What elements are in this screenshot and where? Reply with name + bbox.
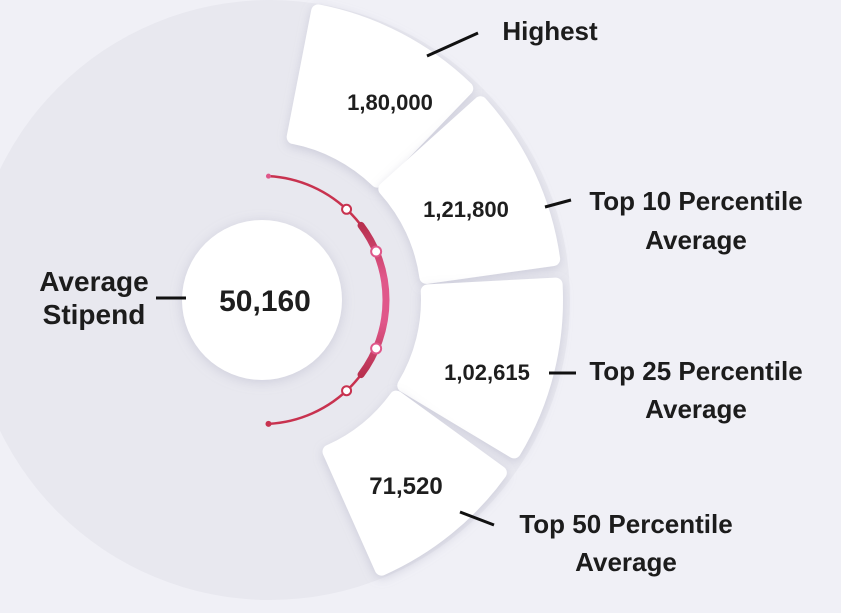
label-top10-line2: Average xyxy=(645,225,747,255)
arc-end-top xyxy=(265,173,271,179)
center-label-line2: Stipend xyxy=(43,299,146,330)
segment-card-highest xyxy=(286,4,474,188)
decorative-arc xyxy=(265,173,390,427)
leader-top10 xyxy=(544,198,572,209)
label-top50-line1: Top 50 Percentile xyxy=(519,509,732,539)
segment-card-top50 xyxy=(322,390,507,576)
leader-highest xyxy=(426,31,479,58)
leader-top50 xyxy=(459,510,495,527)
arc-node-3 xyxy=(370,342,383,355)
segment-value-top25: 1,02,615 xyxy=(444,360,530,385)
segment-value-highest: 1,80,000 xyxy=(347,90,433,115)
label-highest: Highest xyxy=(502,16,598,46)
label-top50-line2: Average xyxy=(575,547,677,577)
segment-card-top25 xyxy=(397,277,563,459)
arc-end-bottom xyxy=(265,420,272,427)
segment-value-top10: 1,21,800 xyxy=(423,197,509,222)
label-top25-line2: Average xyxy=(645,394,747,424)
label-top25-line1: Top 25 Percentile xyxy=(589,356,802,386)
label-top10-line1: Top 10 Percentile xyxy=(589,186,802,216)
center-circle xyxy=(182,220,342,380)
segment-cards xyxy=(286,4,563,576)
arc-node-4 xyxy=(341,385,353,397)
center-value: 50,160 xyxy=(219,285,311,318)
arc-node-1 xyxy=(341,203,353,215)
arc-node-2 xyxy=(370,245,383,258)
arc-thick xyxy=(357,221,390,379)
center-label-line1: Average xyxy=(39,266,148,297)
segment-card-top10 xyxy=(378,96,561,284)
segment-value-top50: 71,520 xyxy=(369,473,442,500)
